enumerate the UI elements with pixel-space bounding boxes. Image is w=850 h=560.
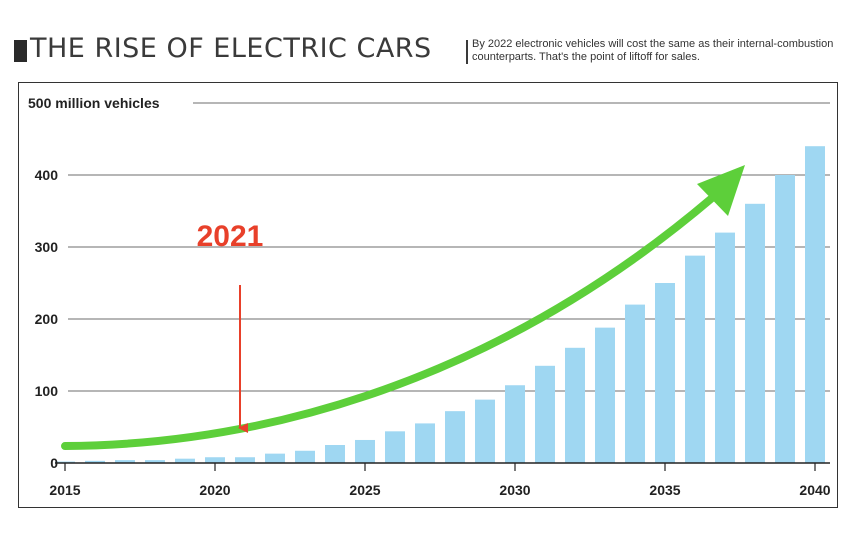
bar-2016	[85, 460, 105, 463]
chart-header: THE RISE OF ELECTRIC CARS By 2022 electr…	[0, 0, 850, 80]
bar-2023	[295, 450, 315, 463]
x-tick-label: 2025	[349, 482, 380, 498]
bar-2029	[475, 399, 495, 463]
x-tick-label: 2015	[49, 482, 80, 498]
y-tick-label: 100	[35, 383, 59, 399]
bar-2030	[505, 385, 525, 463]
trend-arrow-head-icon	[697, 165, 745, 216]
bar-2035	[655, 283, 675, 463]
bar-2018	[145, 460, 165, 463]
bar-2022	[265, 453, 285, 463]
bar-2028	[445, 411, 465, 463]
bar-2021	[235, 457, 255, 463]
bar-2032	[565, 347, 585, 463]
bar-2036	[685, 255, 705, 463]
y-tick-label: 0	[50, 455, 58, 471]
chart-subtitle: By 2022 electronic vehicles will cost th…	[472, 38, 834, 63]
trend-arrow-line	[61, 194, 716, 450]
bar-2037	[715, 232, 735, 463]
bar-2025	[355, 439, 375, 463]
bar-2031	[535, 365, 555, 463]
bar-2039	[775, 175, 795, 463]
y-tick-label: 300	[35, 239, 59, 255]
title-square-icon	[14, 40, 27, 62]
x-tick-label: 2030	[499, 482, 530, 498]
x-tick-label: 2020	[199, 482, 230, 498]
subtitle-divider	[466, 40, 468, 64]
y-top-label: 500 million vehicles	[28, 95, 160, 111]
bar-2024	[325, 445, 345, 463]
bar-2034	[625, 304, 645, 463]
y-tick-label: 400	[35, 167, 59, 183]
bar-2033	[595, 327, 615, 463]
bar-2040	[805, 146, 825, 463]
bar-2019	[175, 458, 195, 463]
y-tick-label: 200	[35, 311, 59, 327]
chart-title: THE RISE OF ELECTRIC CARS	[30, 33, 432, 64]
bar-2027	[415, 423, 435, 463]
x-tick-label: 2035	[649, 482, 680, 498]
bar-2026	[385, 431, 405, 463]
annotation-label: 2021	[197, 220, 264, 253]
bar-2017	[115, 460, 135, 463]
bar-2038	[745, 203, 765, 464]
x-tick-label: 2040	[799, 482, 830, 498]
bar-2020	[205, 457, 225, 463]
